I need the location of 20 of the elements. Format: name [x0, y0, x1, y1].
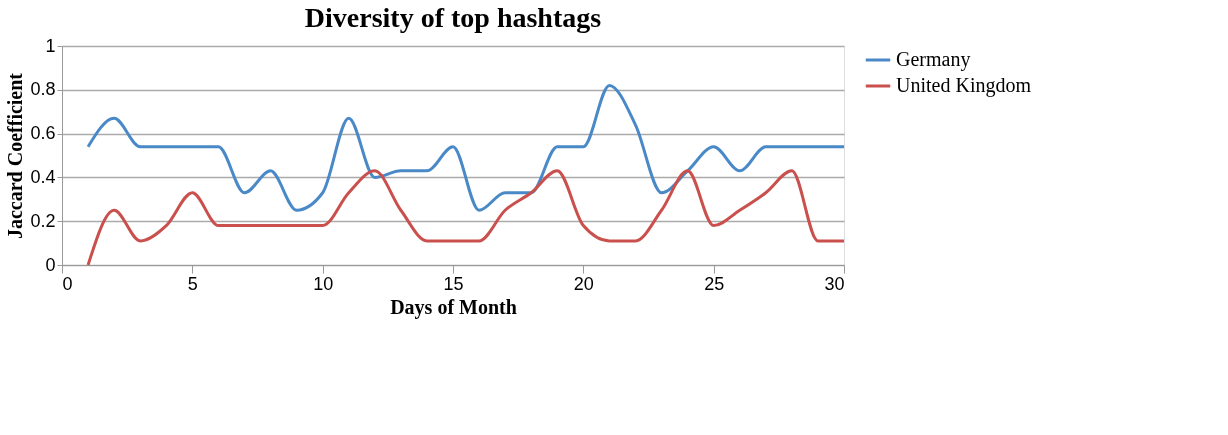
x-tick-label: 30	[824, 273, 845, 294]
chart-title: Diversity of top hashtags	[304, 2, 602, 33]
x-tick-label: 0	[62, 273, 73, 294]
x-tick-label: 15	[443, 273, 464, 294]
y-tick-label: 0.2	[30, 210, 56, 231]
y-tick-label: 0.4	[30, 166, 56, 187]
y-tick-label: 0.8	[30, 79, 56, 100]
x-tick-label: 5	[187, 273, 198, 294]
y-tick-label: 1	[45, 35, 56, 56]
x-tick-label: 20	[573, 273, 594, 294]
line-series	[86, 169, 846, 267]
y-tick-label: 0.6	[30, 123, 56, 144]
x-tick-label: 25	[704, 273, 725, 294]
x-axis-title: Days of Month	[390, 295, 517, 319]
y-axis-title: Jaccard Coefficient	[4, 72, 27, 240]
y-tick-label: 0	[45, 254, 56, 275]
line-series	[86, 83, 846, 212]
x-tick-label: 10	[313, 273, 334, 294]
legend-label: United Kingdom	[896, 74, 1032, 97]
legend-label: Germany	[896, 48, 971, 71]
